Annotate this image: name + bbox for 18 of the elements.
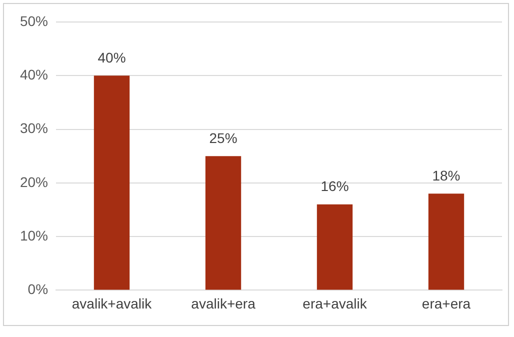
bar — [428, 194, 464, 290]
y-tick-label: 50% — [20, 12, 48, 29]
x-tick-label: era+era — [422, 295, 471, 312]
y-tick-label: 40% — [20, 66, 48, 82]
bar — [205, 156, 242, 290]
data-label: 16% — [320, 178, 349, 194]
bar — [94, 76, 130, 290]
bar — [316, 204, 353, 290]
x-tick-label: avalik+avalik — [72, 295, 153, 312]
y-tick-label: 10% — [20, 227, 48, 244]
x-tick-label: era+avalik — [302, 295, 368, 312]
y-tick-label: 30% — [20, 120, 48, 136]
data-label: 40% — [98, 50, 126, 66]
y-tick-label: 0% — [28, 281, 48, 298]
data-label: 18% — [432, 168, 460, 184]
data-label: 25% — [209, 130, 238, 146]
y-tick-label: 20% — [20, 174, 48, 190]
x-tick-label: avalik+era — [191, 295, 256, 312]
